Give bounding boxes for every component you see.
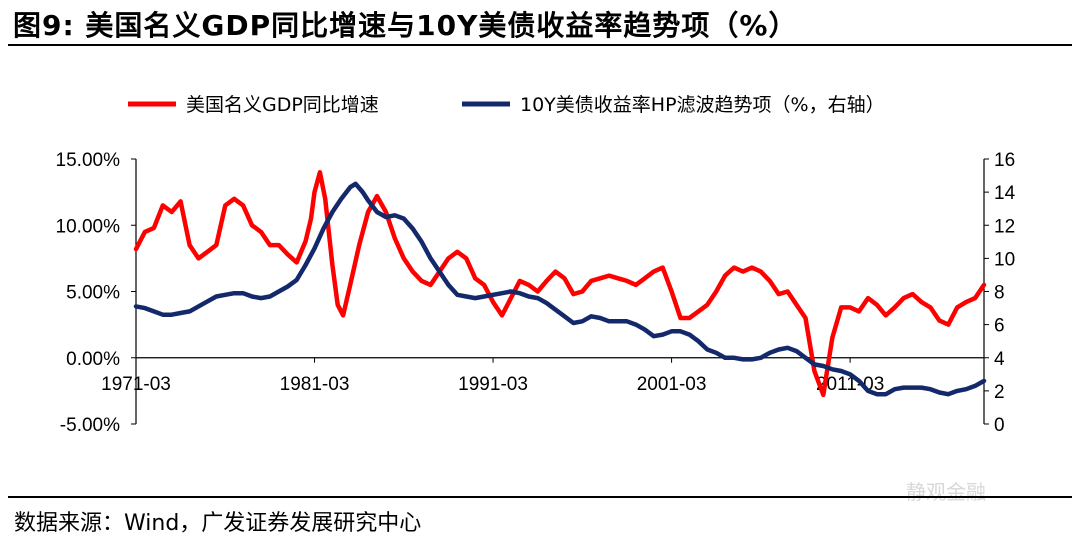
left-tick-label: -5.00% [60,415,120,436]
right-tick-label: 6 [994,316,1005,337]
x-tick-label: 1991-03 [458,374,528,395]
right-tick-label: 14 [994,183,1016,204]
legend-item-yield-label: 10Y美债收益率HP滤波趋势项（%，右轴） [520,94,885,116]
source-note: 数据来源：Wind，广发证券发展研究中心 [14,511,422,536]
left-tick-label: 10.00% [56,216,121,237]
legend-item-gdp-label: 美国名义GDP同比增速 [186,94,379,116]
chart-title: 图9: 美国名义GDP同比增速与10Y美债收益率趋势项（%） [13,9,798,42]
right-tick-label: 12 [994,216,1015,237]
right-tick-label: 4 [994,349,1005,370]
right-tick-label: 2 [994,382,1005,403]
gdp-growth-series-line [133,170,987,398]
x-tick-label: 1971-03 [101,374,171,395]
right-tick-label: 16 [994,150,1015,171]
x-tick-label: 2001-03 [637,374,707,395]
right-tick-label: 10 [994,249,1015,270]
x-tick-label: 1981-03 [280,374,350,395]
left-tick-label: 5.00% [66,283,120,304]
source-rule [8,496,1072,498]
line-chart: 15.00% 10.00% 5.00% 0.00% -5.00% 16 14 12 10 8 6 4 2… [56,94,1016,436]
right-tick-label: 8 [994,283,1005,304]
right-tick-label: 0 [994,415,1005,436]
watermark: 静观金融 [906,480,986,504]
title-underline [8,44,1072,46]
treasury-yield-trend-series-line [133,181,987,397]
left-tick-label: 0.00% [66,349,120,370]
left-tick-label: 15.00% [56,150,121,171]
